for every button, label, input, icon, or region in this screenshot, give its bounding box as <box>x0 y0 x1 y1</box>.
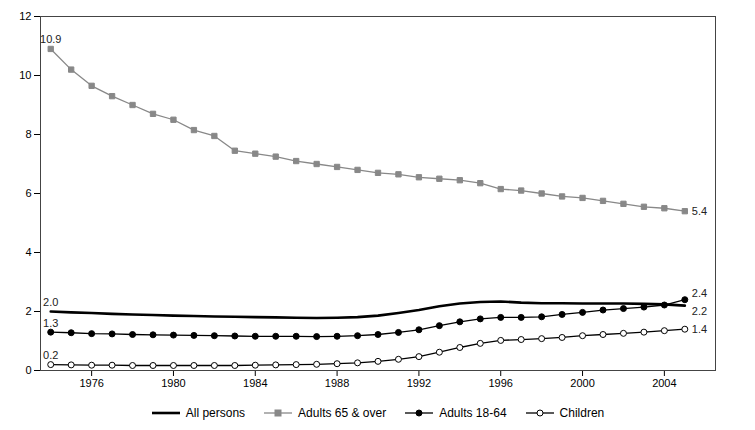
svg-text:2.4: 2.4 <box>692 287 707 299</box>
svg-text:5.4: 5.4 <box>692 205 707 217</box>
svg-text:1988: 1988 <box>325 377 349 389</box>
html-text:Adults 65 & over: Adults 65 & over <box>298 406 387 420</box>
html-text:All persons: All persons <box>185 406 246 420</box>
svg-text:2.0: 2.0 <box>43 296 58 308</box>
html-text:Children: Children <box>559 406 605 420</box>
svg-text:4: 4 <box>25 246 31 258</box>
svg-text:1984: 1984 <box>243 377 267 389</box>
svg-text:1980: 1980 <box>161 377 185 389</box>
svg-text:6: 6 <box>25 187 31 199</box>
svg-text:2000: 2000 <box>570 377 594 389</box>
svg-text:8: 8 <box>25 128 31 140</box>
svg-text:1996: 1996 <box>488 377 512 389</box>
svg-text:0.2: 0.2 <box>43 349 58 361</box>
svg-text:2: 2 <box>25 305 31 317</box>
svg-text:1992: 1992 <box>407 377 431 389</box>
svg-text:1.4: 1.4 <box>692 323 707 335</box>
html-text:Adults 18-64: Adults 18-64 <box>439 406 507 420</box>
svg-text:1976: 1976 <box>79 377 103 389</box>
svg-text:1.3: 1.3 <box>43 317 58 329</box>
svg-text:12: 12 <box>19 10 31 22</box>
svg-text:0: 0 <box>25 364 31 376</box>
svg-text:10: 10 <box>19 69 31 81</box>
svg-text:2004: 2004 <box>652 377 676 389</box>
svg-text:10.9: 10.9 <box>40 33 61 45</box>
svg-text:2.2: 2.2 <box>692 305 707 317</box>
